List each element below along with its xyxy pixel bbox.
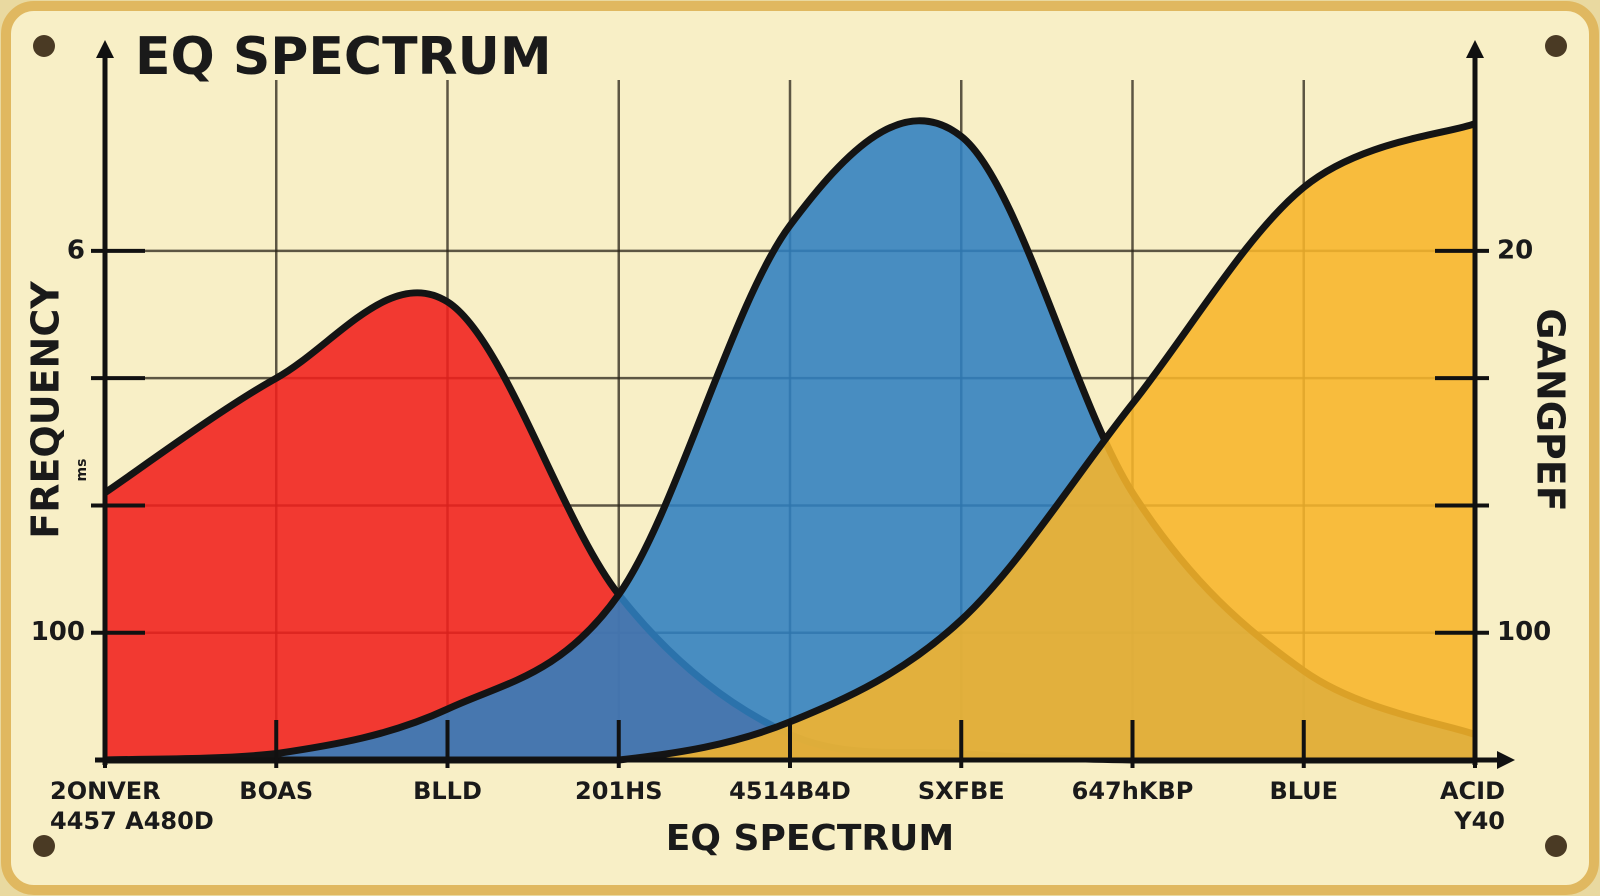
x-tick-label: Y40 [1453,807,1505,835]
bolt [1545,35,1567,57]
area [105,123,1475,761]
x-tick-label: 4457 A480D [50,807,214,835]
x-tick-label: BLLD [413,777,482,805]
area [105,292,1475,760]
y-axis-title: FREQUENCY [24,281,68,539]
x-axis-title: EQ SPECTRUM [666,818,954,859]
chart-title: EQ SPECTRUM [135,27,552,87]
x-tick-label: BOAS [239,777,313,805]
y-tick-label: 6 [67,235,85,265]
y-axis-unit: ms [74,459,90,482]
x-tick-label: 4514B4D [729,777,851,805]
y-arrow [96,40,114,58]
y-tick-label: 100 [31,617,85,647]
y2-tick-label: 20 [1497,235,1533,265]
y2-tick-label: 100 [1497,617,1551,647]
bolt [1545,835,1567,857]
x-tick-label: 2ONVER [50,777,161,805]
bolt [33,35,55,57]
bolt [33,835,55,857]
y2-arrow [1466,40,1484,58]
x-tick-label: ACID [1440,777,1505,805]
x-tick-label: 647hKBP [1072,777,1194,805]
x-tick-label: 201HS [575,777,662,805]
x-arrow [1497,751,1515,769]
x-tick-label: BLUE [1269,777,1338,805]
x-tick-label: SXFBE [918,777,1005,805]
y2-axis-title: GANGPEF [1529,308,1573,511]
